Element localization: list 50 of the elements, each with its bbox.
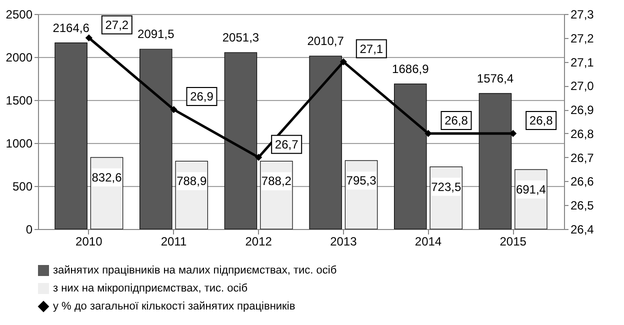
data-label: 1576,4 [476,71,514,86]
point [255,154,262,161]
y2-tick-label: 26,4 [570,222,594,236]
y-tick-label: 1500 [6,94,33,108]
data-label: 26,7 [274,137,299,152]
legend-label: зайнятих працівників на малих підприємствах, тис. осіб [53,264,337,276]
y2-tick-label: 26,6 [570,174,594,189]
point [340,58,347,66]
x-tick-label: 2010 [76,234,103,248]
point [85,34,92,42]
legend-label: у % до загальної кількості зайнятих працівників [53,300,296,312]
y2-tick-label: 27,2 [570,31,594,46]
y2-tick-label: 27,0 [570,79,594,94]
data-label: 832,6 [92,170,122,184]
data-label: 788,2 [261,174,292,188]
data-label: 691,4 [516,182,546,197]
data-label: 27,2 [105,18,129,32]
y-tick-label: 500 [12,180,33,194]
y2-tick-label: 27,1 [570,55,594,70]
legend-label: з них на мікропідприємствах, тис. осіб [53,282,248,294]
data-label: 723,5 [431,180,462,194]
data-label: 2164,6 [52,20,90,35]
point [510,130,517,137]
y2-tick-label: 27,3 [570,8,594,22]
data-label: 788,9 [176,174,207,188]
x-tick-label: 2013 [330,234,358,248]
bar [54,42,88,230]
data-label: 2051,3 [222,30,260,45]
y2-tick-label: 26,9 [570,103,594,118]
x-tick-label: 2014 [414,234,442,248]
data-label: 2010,7 [307,34,344,48]
y2-tick-label: 26,5 [570,198,594,213]
x-tick-label: 2011 [160,234,187,248]
point [170,106,178,114]
data-label: 26,8 [444,113,468,128]
point [424,130,432,137]
x-tick-label: 2015 [500,234,527,248]
y2-tick-label: 26,8 [570,126,594,141]
data-label: 1686,9 [392,62,430,76]
y-tick-label: 2500 [6,8,33,22]
y2-tick-label: 26,7 [570,150,594,165]
y-tick-label: 2000 [6,50,33,64]
data-label: 795,3 [346,174,377,188]
y-tick-label: 0 [26,222,33,236]
x-tick-label: 2012 [245,234,272,248]
data-label: 27,1 [360,42,384,56]
data-label: 2091,5 [138,27,175,42]
data-label: 26,9 [190,90,214,104]
data-label: 26,8 [529,113,554,128]
y-tick-label: 1000 [6,136,33,150]
